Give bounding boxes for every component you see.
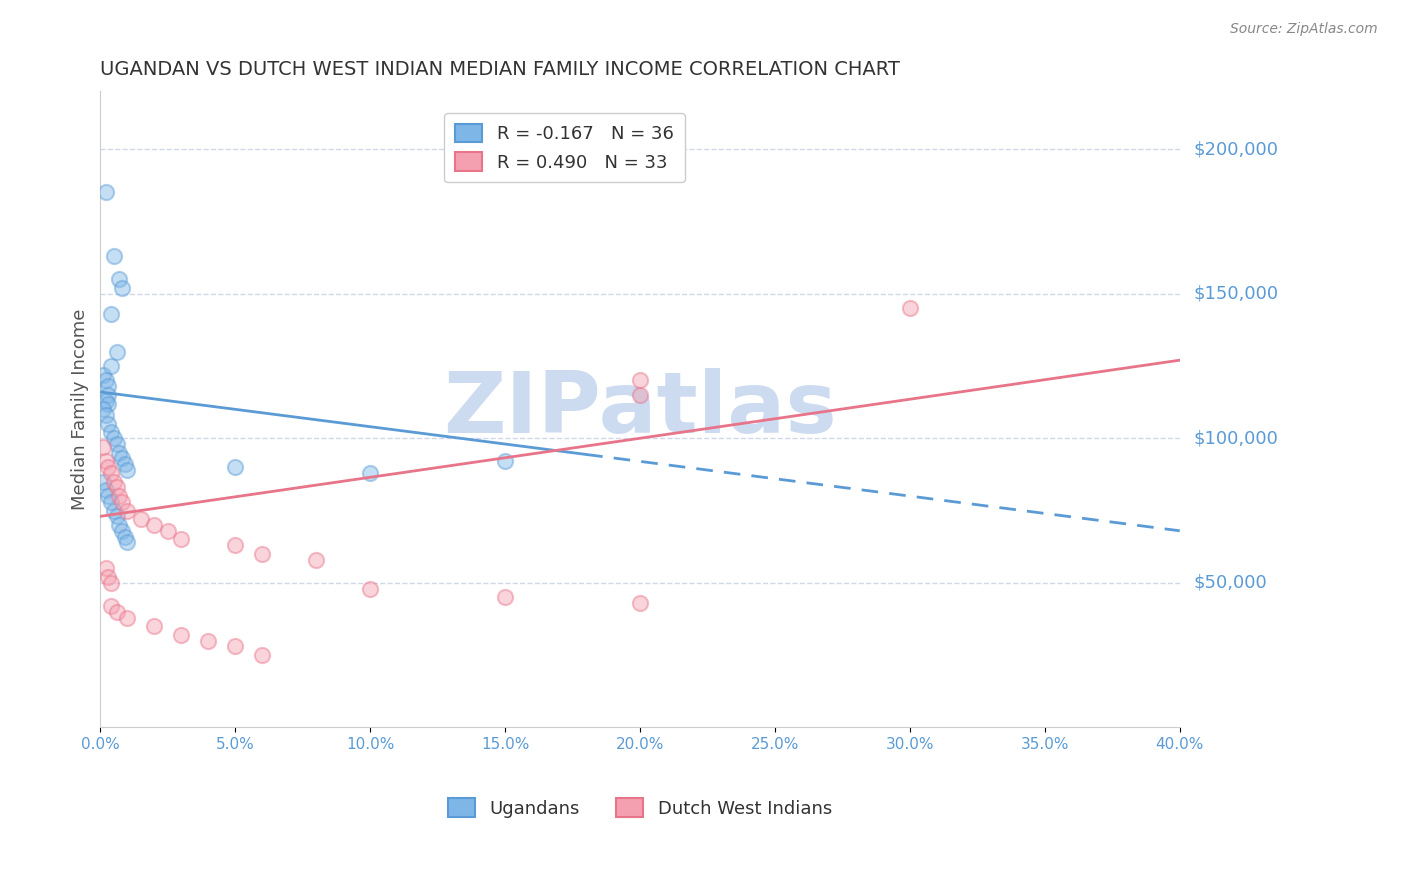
Point [94, 373, 117, 387]
Point [105, 344, 128, 359]
Point [224, 538, 246, 552]
Point [170, 628, 193, 642]
Point [117, 610, 139, 624]
Point [143, 518, 166, 533]
Point [105, 480, 128, 494]
Point [103, 503, 125, 517]
Point [111, 451, 134, 466]
Point [628, 373, 651, 387]
Point [94, 483, 117, 498]
Point [97, 570, 120, 584]
Point [97, 379, 120, 393]
Point [252, 648, 274, 662]
Point [97, 460, 120, 475]
Point [108, 272, 131, 286]
Text: ZIPatlas: ZIPatlas [443, 368, 837, 450]
Point [108, 446, 131, 460]
Point [108, 518, 131, 533]
Legend: Ugandans, Dutch West Indians: Ugandans, Dutch West Indians [437, 788, 842, 829]
Text: UGANDAN VS DUTCH WEST INDIAN MEDIAN FAMILY INCOME CORRELATION CHART: UGANDAN VS DUTCH WEST INDIAN MEDIAN FAMI… [100, 60, 900, 78]
Point [143, 619, 166, 633]
Point [359, 582, 381, 596]
Point [111, 495, 134, 509]
Point [111, 281, 134, 295]
Point [129, 512, 152, 526]
Point [252, 547, 274, 561]
Text: $150,000: $150,000 [1194, 285, 1278, 302]
Text: $200,000: $200,000 [1194, 140, 1278, 158]
Point [114, 530, 136, 544]
Point [100, 425, 122, 440]
Point [103, 475, 125, 489]
Point [224, 460, 246, 475]
Point [105, 605, 128, 619]
Text: $50,000: $50,000 [1194, 574, 1267, 591]
Point [94, 393, 117, 408]
Point [114, 457, 136, 471]
Text: Source: ZipAtlas.com: Source: ZipAtlas.com [1230, 22, 1378, 37]
Point [97, 417, 120, 431]
Point [117, 535, 139, 549]
Point [628, 388, 651, 402]
Point [628, 596, 651, 610]
Point [103, 431, 125, 445]
Point [117, 463, 139, 477]
Point [100, 359, 122, 373]
Point [100, 307, 122, 321]
Point [100, 599, 122, 613]
Point [494, 454, 516, 468]
Text: $100,000: $100,000 [1194, 429, 1278, 447]
Point [94, 561, 117, 575]
Point [91, 402, 114, 417]
Point [197, 633, 219, 648]
Point [97, 388, 120, 402]
Point [94, 454, 117, 468]
Point [100, 495, 122, 509]
Point [91, 368, 114, 382]
Y-axis label: Median Family Income: Median Family Income [72, 309, 89, 510]
Point [100, 575, 122, 590]
Point [100, 466, 122, 480]
Point [94, 186, 117, 200]
Point [94, 408, 117, 422]
Point [105, 509, 128, 524]
Point [305, 552, 328, 566]
Point [898, 301, 921, 315]
Point [91, 440, 114, 454]
Point [117, 503, 139, 517]
Point [170, 533, 193, 547]
Point [105, 437, 128, 451]
Point [494, 591, 516, 605]
Point [91, 475, 114, 489]
Point [359, 466, 381, 480]
Point [97, 396, 120, 410]
Point [103, 249, 125, 263]
Point [224, 640, 246, 654]
Point [108, 489, 131, 503]
Point [111, 524, 134, 538]
Point [97, 489, 120, 503]
Point [156, 524, 179, 538]
